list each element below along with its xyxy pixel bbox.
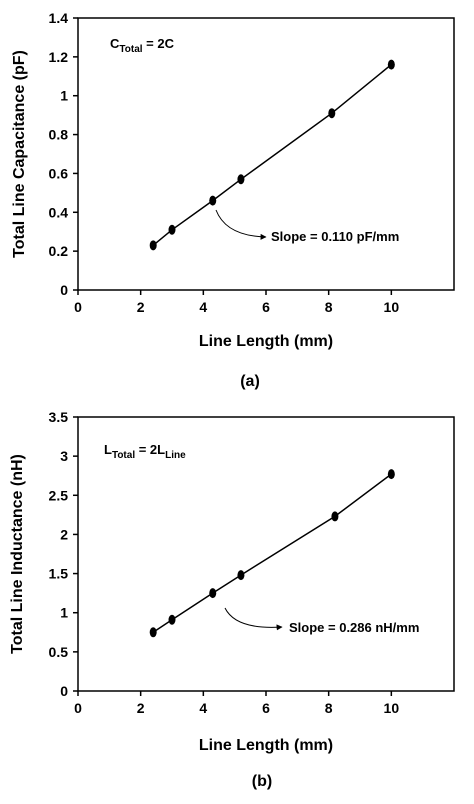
data-point [149,240,157,251]
y-tick-label: 0.2 [49,243,69,259]
plot-frame [77,17,455,291]
y-tick-label: 0.4 [49,204,69,220]
x-tick-label: 2 [137,299,145,315]
x-axis-label: Line Length (mm) [199,737,333,754]
x-tick-label: 4 [199,700,207,716]
y-tick-label: 2 [60,526,68,542]
formula-label: CTotal = 2C [110,36,175,55]
panel-label: (a) [240,373,260,390]
panel-label: (b) [252,773,272,790]
y-tick-label: 0.6 [49,165,69,181]
y-tick-label: 1.4 [49,10,69,26]
y-tick-label: 0 [60,683,68,699]
data-point [237,174,245,185]
y-tick-label: 1 [60,605,68,621]
x-tick-label: 6 [262,700,270,716]
x-tick-label: 10 [384,299,400,315]
y-tick-label: 1.5 [49,566,69,582]
y-tick-label: 1 [60,88,68,104]
y-tick-label: 2.5 [49,487,69,503]
y-tick-label: 3 [60,448,68,464]
x-tick-label: 4 [199,299,207,315]
y-tick-label: 1.2 [49,49,69,65]
data-point [237,570,245,581]
data-point [168,614,176,625]
annotation-arrow [224,607,283,631]
y-tick-label: 3.5 [49,409,69,425]
slope-annotation: Slope = 0.110 pF/mm [271,229,399,244]
series-line [152,473,392,633]
data-point [168,224,176,235]
data-point [328,108,336,119]
x-tick-label: 8 [325,700,333,716]
data-point [387,469,395,480]
data-point [209,588,217,599]
x-tick-label: 8 [325,299,333,315]
x-tick-label: 0 [74,299,82,315]
y-axis-label: Total Line Capacitance (pF) [11,50,28,258]
data-point [149,627,157,638]
chart-a: 0 2 4 6 8 10 0 0.2 0.4 0.6 0.8 1 1.2 1.4 Line Length (… [11,10,455,390]
data-point [209,195,217,206]
chart-b: 0 2 4 6 8 10 0 0.5 1 1.5 2 2.5 3 3.5 Line Length (mm) T… [9,409,455,790]
x-axis-label: Line Length (mm) [199,333,333,350]
data-point [387,59,395,70]
x-tick-label: 0 [74,700,82,716]
y-tick-label: 0.8 [49,127,69,143]
data-point [331,511,339,522]
y-tick-label: 0 [60,282,68,298]
slope-annotation: Slope = 0.286 nH/mm [289,620,419,635]
series-line [152,64,392,246]
y-tick-label: 0.5 [49,644,69,660]
annotation-arrow [215,209,267,240]
y-axis-label: Total Line Inductance (nH) [9,454,26,654]
x-tick-label: 2 [137,700,145,716]
x-tick-label: 10 [384,700,400,716]
x-tick-label: 6 [262,299,270,315]
formula-label: LTotal = 2LLine [104,442,186,461]
